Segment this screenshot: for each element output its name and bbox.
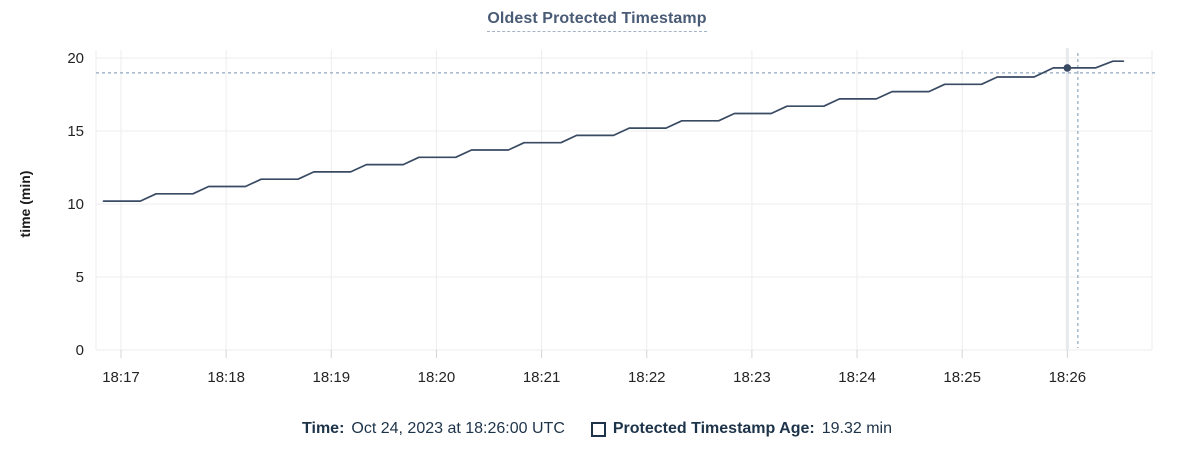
legend-item-protected-timestamp-age[interactable]: Protected Timestamp Age: 19.32 min — [590, 420, 892, 438]
hover-point-dot — [1063, 64, 1072, 72]
x-tick-label: 18:17 — [102, 369, 140, 386]
chart-axis-labels: 0 5 10 15 20 18:17 18:18 18:19 18:20 18:21 18:22 18… — [67, 50, 1086, 386]
y-axis-label: time (min) — [17, 171, 33, 238]
y-tick-label: 10 — [67, 196, 84, 213]
x-tick-label: 18:18 — [207, 369, 245, 386]
chart-gridlines — [95, 50, 1153, 358]
y-tick-label: 0 — [76, 342, 84, 359]
y-tick-label: 5 — [76, 269, 84, 286]
legend-series-swatch[interactable] — [590, 421, 606, 437]
chart-tooltip-legend: Time: Oct 24, 2023 at 18:26:00 UTC Prote… — [0, 420, 1194, 438]
x-tick-label: 18:24 — [838, 369, 876, 386]
x-tick-label: 18:20 — [418, 369, 456, 386]
chart-title[interactable]: Oldest Protected Timestamp — [487, 10, 707, 32]
y-tick-label: 15 — [67, 123, 84, 140]
tooltip-time-value: Oct 24, 2023 at 18:26:00 UTC — [351, 420, 565, 437]
x-tick-label: 18:25 — [943, 369, 981, 386]
chart-hover-crosshair — [96, 48, 1155, 350]
x-tick-label: 18:19 — [313, 369, 351, 386]
x-tick-label: 18:23 — [733, 369, 771, 386]
tooltip-time-group: Time: Oct 24, 2023 at 18:26:00 UTC — [302, 420, 565, 438]
x-tick-label: 18:26 — [1049, 369, 1087, 386]
tooltip-time-label: Time: — [302, 420, 345, 437]
x-tick-label: 18:22 — [628, 369, 666, 386]
chart-series — [102, 60, 1125, 202]
x-tick-label: 18:21 — [523, 369, 561, 386]
y-tick-label: 20 — [67, 50, 84, 67]
legend-series-value: 19.32 min — [821, 420, 892, 437]
series-line-protected-timestamp-age — [102, 60, 1125, 202]
legend-series-label: Protected Timestamp Age: — [612, 420, 815, 437]
chart-title-row: Oldest Protected Timestamp — [0, 10, 1194, 32]
